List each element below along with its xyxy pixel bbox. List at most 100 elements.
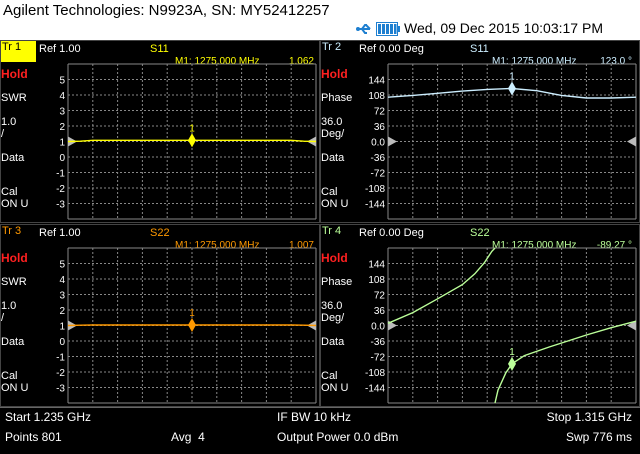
usb-icon xyxy=(356,24,371,34)
trace-plot[interactable]: 144 108 72 36 0.0 -36 -72 -108 -144 1 xyxy=(320,40,640,223)
trace-panel-1[interactable]: Tr 1 Ref 1.00 S11 M1: 1275.000 MHz 1.062 Hold… xyxy=(0,40,320,223)
scale-value[interactable]: 36.0 xyxy=(321,116,343,128)
y-tick-label: -36 xyxy=(371,337,386,348)
scale-unit: Deg/ xyxy=(321,128,345,140)
scale-value[interactable]: 36.0 xyxy=(321,300,343,312)
y-tick-label: 0.0 xyxy=(371,322,385,333)
reference-left-marker xyxy=(388,136,397,147)
y-tick-label: 144 xyxy=(368,76,385,87)
y-tick-label: 72 xyxy=(374,291,386,302)
trace-panel-3[interactable]: Tr 3 Ref 1.00 S22 M1: 1275.000 MHz 1.007 Hold… xyxy=(0,224,320,407)
trace-panel-2[interactable]: Tr 2 Ref 0.00 Deg S11 M1: 1275.000 MHz 123.0… xyxy=(320,40,640,223)
date-time: Wed, 09 Dec 2015 10:03:17 PM xyxy=(404,20,603,36)
y-tick-label: 5 xyxy=(59,76,65,87)
trace-select-button[interactable]: Tr 3 xyxy=(2,225,22,237)
output-power[interactable]: Output Power 0.0 dBm xyxy=(277,430,399,444)
scale-unit: / xyxy=(1,128,5,140)
y-tick-label: 3 xyxy=(59,291,65,302)
y-tick-label: 3 xyxy=(59,107,65,118)
marker-readout: M1: 1275.000 MHz xyxy=(175,240,260,251)
y-tick-label: -72 xyxy=(371,353,386,364)
trace-plot[interactable]: 5 4 3 2 1 0 -1 -2 -3 1 xyxy=(0,224,320,407)
y-tick-label: 72 xyxy=(374,107,386,118)
y-tick-label: 1 xyxy=(59,322,65,333)
hold-indicator[interactable]: Hold xyxy=(321,67,348,81)
y-tick-label: 2 xyxy=(59,306,65,317)
format-label[interactable]: Phase xyxy=(321,276,353,288)
marker-value: -89.27 ° xyxy=(596,240,632,251)
start-frequency[interactable]: Start 1.235 GHz xyxy=(5,410,92,424)
trace-select-button[interactable]: Tr 1 xyxy=(0,40,36,62)
marker-value: 123.0 ° xyxy=(600,56,632,67)
s-parameter-label[interactable]: S22 xyxy=(470,227,490,239)
scale-unit: Deg/ xyxy=(321,312,345,324)
format-label[interactable]: SWR xyxy=(1,92,27,104)
panel-border xyxy=(0,40,320,223)
reference-level[interactable]: Ref 1.00 xyxy=(39,43,81,55)
marker-diamond xyxy=(188,133,196,148)
trace-line xyxy=(494,320,637,404)
cal-label: Cal xyxy=(1,186,18,198)
points-count[interactable]: Points 801 xyxy=(5,430,62,444)
y-tick-label: 4 xyxy=(59,91,65,102)
format-label[interactable]: SWR xyxy=(1,276,27,288)
trace-select-button[interactable]: Tr 2 xyxy=(322,41,342,53)
hold-indicator[interactable]: Hold xyxy=(1,67,28,81)
cal-status: ON U xyxy=(321,382,349,394)
cal-label: Cal xyxy=(321,186,338,198)
y-tick-label: 108 xyxy=(368,275,385,286)
marker-readout: M1: 1275.000 MHz xyxy=(492,56,577,67)
hold-indicator[interactable]: Hold xyxy=(321,251,348,265)
s-parameter-label[interactable]: S11 xyxy=(470,43,489,55)
marker-diamond xyxy=(508,81,516,96)
y-tick-label: 5 xyxy=(59,260,65,271)
y-tick-label: 1 xyxy=(59,138,65,149)
y-tick-label: -108 xyxy=(365,368,385,379)
stop-frequency[interactable]: Stop 1.315 GHz xyxy=(546,410,632,424)
marker-readout: M1: 1275.000 MHz xyxy=(492,240,577,251)
y-tick-label: -2 xyxy=(56,184,65,195)
y-tick-label: 108 xyxy=(368,91,385,102)
reference-level[interactable]: Ref 1.00 xyxy=(39,227,81,239)
trace-select-button[interactable]: Tr 4 xyxy=(322,225,342,237)
y-tick-label: -108 xyxy=(365,184,385,195)
y-tick-label: -144 xyxy=(365,384,385,395)
y-tick-label: 0 xyxy=(59,337,65,348)
trace-plot[interactable]: 5 4 3 2 1 0 -1 -2 -3 1 xyxy=(0,40,320,223)
scale-value[interactable]: 1.0 xyxy=(1,300,17,312)
title-bar: Agilent Technologies: N9923A, SN: MY5241… xyxy=(0,0,640,40)
panel-border xyxy=(0,224,320,407)
y-tick-label: 36 xyxy=(374,306,386,317)
reference-level[interactable]: Ref 0.00 Deg xyxy=(359,43,424,55)
battery-icon xyxy=(376,22,400,36)
reference-right-marker xyxy=(627,136,636,147)
reference-level[interactable]: Ref 0.00 Deg xyxy=(359,227,424,239)
format-label[interactable]: Phase xyxy=(321,92,353,104)
y-tick-label: -72 xyxy=(371,169,386,180)
s-parameter-label[interactable]: S11 xyxy=(150,43,169,55)
y-tick-label: -3 xyxy=(56,200,65,211)
panel-border xyxy=(320,224,640,407)
y-tick-label: -1 xyxy=(56,353,65,364)
status-footer: Start 1.235 GHz IF BW 10 kHz Stop 1.315 … xyxy=(0,407,640,454)
trace-plot[interactable]: 144 108 72 36 0.0 -36 -72 -108 -144 1 xyxy=(320,224,640,407)
averaging[interactable]: Avg 4 xyxy=(171,430,205,444)
hold-indicator[interactable]: Hold xyxy=(1,251,28,265)
y-tick-label: 36 xyxy=(374,122,386,133)
sweep-time[interactable]: Swp 776 ms xyxy=(565,430,632,444)
data-label: Data xyxy=(1,336,25,348)
scale-value[interactable]: 1.0 xyxy=(1,116,17,128)
y-tick-label: 0 xyxy=(59,153,65,164)
marker-number: 1 xyxy=(189,123,195,134)
y-tick-label: -36 xyxy=(371,153,386,164)
marker-number: 1 xyxy=(509,72,515,83)
y-tick-label: 4 xyxy=(59,275,65,286)
if-bandwidth[interactable]: IF BW 10 kHz xyxy=(277,410,352,424)
s-parameter-label[interactable]: S22 xyxy=(150,227,170,239)
data-label: Data xyxy=(321,152,345,164)
marker-diamond xyxy=(188,318,196,333)
trace-panel-4[interactable]: Tr 4 Ref 0.00 Deg S22 M1: 1275.000 MHz -89.2… xyxy=(320,224,640,407)
marker-value: 1.062 xyxy=(288,56,314,67)
marker-diamond xyxy=(508,356,516,371)
cal-label: Cal xyxy=(1,370,18,382)
